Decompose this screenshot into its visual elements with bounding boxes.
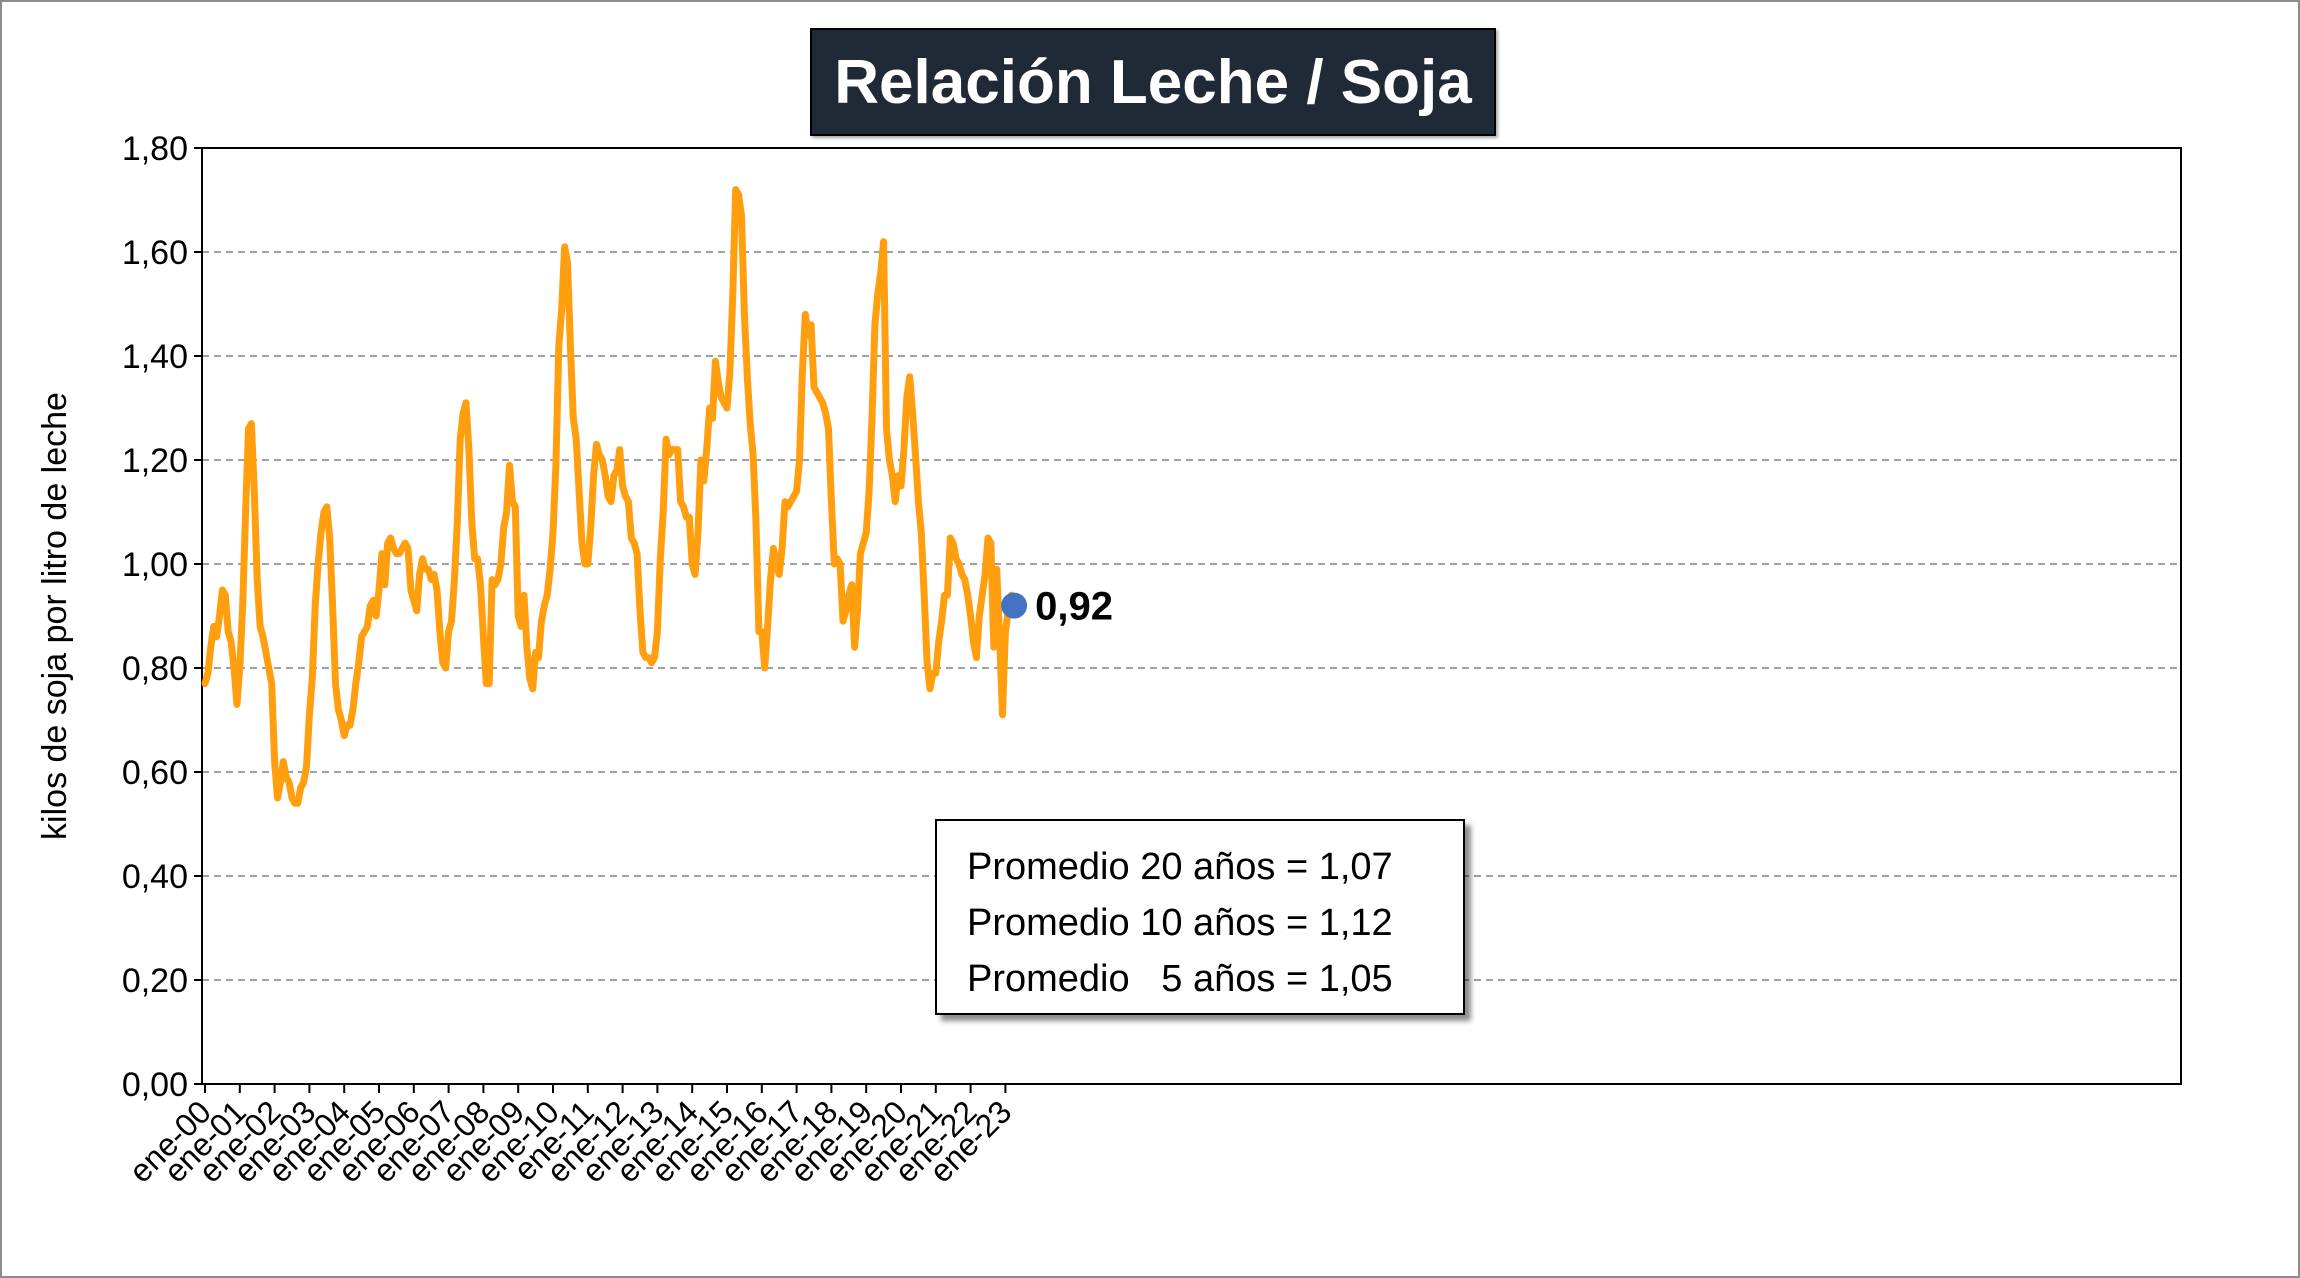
last-point-marker: [1001, 592, 1028, 619]
y-tick-label: 1,60: [122, 234, 188, 272]
y-tick-label: 1,20: [122, 442, 188, 480]
series-layer: [201, 186, 1028, 807]
average-20-years: Promedio 20 años = 1,07: [967, 846, 1393, 888]
y-tick-label: 1,40: [122, 338, 188, 376]
y-tick-label: 0,60: [122, 754, 188, 792]
average-10-years: Promedio 10 años = 1,12: [967, 902, 1393, 944]
averages-box: Promedio 20 años = 1,07 Promedio 10 años…: [935, 819, 1465, 1015]
y-tick-label: 1,80: [122, 130, 188, 168]
y-axis-label: kilos de soja por litro de leche: [36, 392, 74, 840]
grid-lines: [202, 251, 2181, 981]
y-tick-label: 0,80: [122, 650, 188, 688]
y-tick-label: 0,00: [122, 1066, 188, 1104]
average-5-years: Promedio 5 años = 1,05: [967, 958, 1393, 1000]
x-axis-ticks: ene-00ene-01ene-02ene-03ene-04ene-05ene-…: [122, 1084, 1018, 1189]
series-line: [201, 186, 1018, 807]
chart-title-box: Relación Leche / Soja: [810, 28, 1496, 136]
chart-title: Relación Leche / Soja: [834, 47, 1472, 117]
y-axis-ticks: 0,00 0,20 0,40 0,60 0,80 1,00 1,20 1,40 1,60 1,80: [122, 130, 202, 1104]
y-tick-label: 0,40: [122, 858, 188, 896]
plot-area-border: [201, 147, 2182, 1085]
y-tick-label: 0,20: [122, 962, 188, 1000]
last-value-label: 0,92: [1035, 585, 1113, 629]
y-tick-label: 1,00: [122, 546, 188, 584]
